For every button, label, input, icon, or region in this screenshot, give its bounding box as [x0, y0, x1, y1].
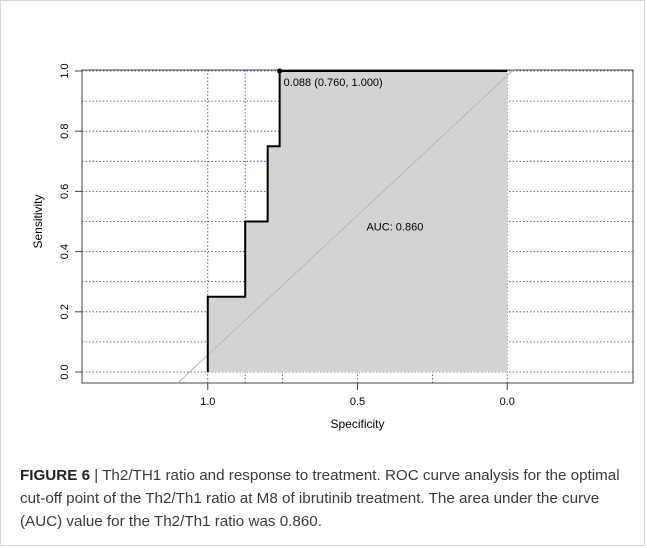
- x-axis: 1.0 0.5 0.0: [200, 382, 515, 408]
- figure-caption-text: | Th2/TH1 ratio and response to treatmen…: [20, 467, 620, 530]
- figure-caption: FIGURE 6 | Th2/TH1 ratio and response to…: [20, 464, 632, 533]
- figure-label: FIGURE 6: [20, 467, 91, 484]
- optimal-cutoff-label: 0.088 (0.760, 1.000): [284, 77, 383, 89]
- auc-label: AUC: 0.860: [366, 222, 423, 234]
- y-axis: 0.0 0.2 0.4 0.6 0.8 1.0: [59, 63, 83, 380]
- y-tick-label: 1.0: [59, 63, 71, 78]
- x-tick-label: 0.0: [500, 396, 515, 408]
- y-tick-label: 0.2: [59, 304, 71, 319]
- x-tick-label: 0.5: [350, 396, 365, 408]
- y-tick-label: 0.4: [59, 244, 71, 259]
- grid-lines: [82, 70, 633, 383]
- optimal-cutoff-point: [277, 68, 283, 74]
- roc-chart: 0.088 (0.760, 1.000) AUC: 0.860 1.0 0.5 0.…: [31, 63, 634, 431]
- y-tick-label: 0.8: [59, 124, 71, 139]
- chance-diagonal-line: [177, 69, 514, 384]
- auc-shaded-area: [207, 71, 508, 372]
- x-axis-title: Specificity: [330, 417, 384, 431]
- roc-curve-line: [206, 70, 508, 372]
- y-axis-title: Sensitivity: [31, 194, 45, 248]
- x-tick-label: 1.0: [200, 396, 215, 408]
- y-tick-label: 0.0: [59, 364, 71, 379]
- y-tick-label: 0.6: [59, 184, 71, 199]
